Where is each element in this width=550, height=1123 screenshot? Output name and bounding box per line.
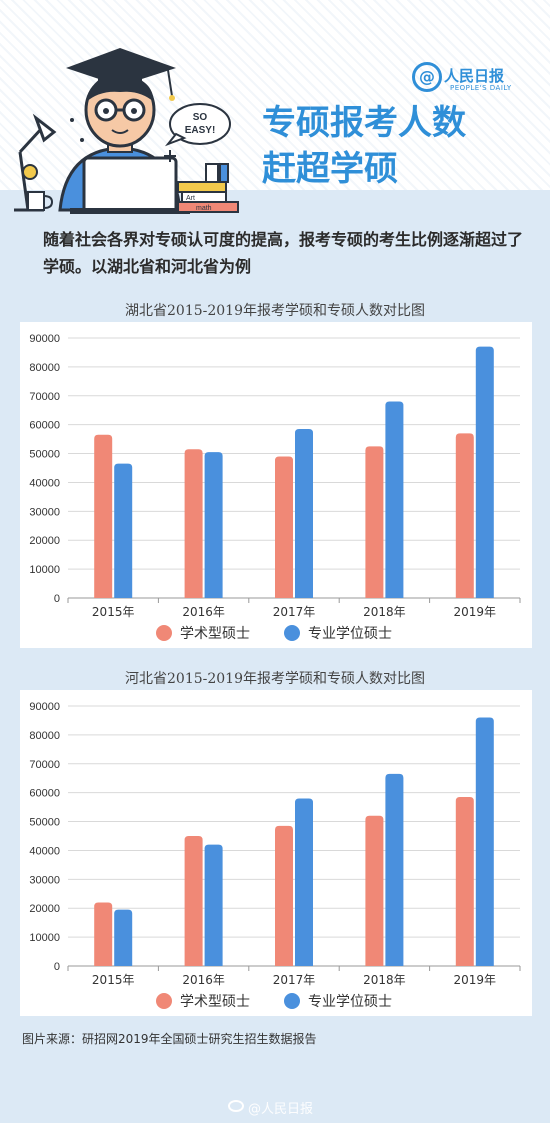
legend-marker-professional	[284, 625, 300, 641]
bar-chart-hebei: 0 10000 20000 30000 40000 50000 60000 70000 8000…	[29, 701, 521, 1010]
bar-academic	[94, 434, 113, 598]
legend-marker-academic	[156, 625, 172, 641]
y-tick-label: 50000	[29, 817, 60, 829]
brand-name: 人民日报	[444, 67, 505, 85]
y-tick-label: 0	[54, 961, 60, 973]
legend-label-academic: 学术型硕士	[180, 994, 250, 1010]
legend-label-professional: 专业学位硕士	[308, 626, 392, 642]
brand-logo: @ 人民日报 PEOPLE'S DAILY	[412, 62, 532, 98]
x-tick-label: 2017年	[273, 973, 316, 987]
x-tick-label: 2019年	[454, 605, 497, 619]
bar-professional	[475, 717, 494, 966]
y-tick-label: 60000	[29, 420, 60, 432]
page-title-line-2: 赶超学硕	[262, 149, 398, 189]
y-tick-label: 60000	[29, 788, 60, 800]
intro-text: 随着社会各界对专硕认可度的提高，报考专硕的考生比例逐渐超过了学硕。以湖北省和河北…	[43, 230, 524, 276]
bar-chart-hubei: 0 10000 20000 30000 40000 50000 60000 70000 8000…	[29, 333, 521, 642]
bar-academic	[455, 797, 474, 966]
bar-professional	[385, 401, 404, 598]
bar-professional	[385, 773, 404, 966]
bar-academic	[455, 433, 474, 598]
y-tick-label: 70000	[29, 391, 60, 403]
chart-panel-hubei: 0 10000 20000 30000 40000 50000 60000 70000 8000…	[20, 322, 532, 648]
book-label-math: math	[196, 205, 212, 212]
y-tick-label: 20000	[29, 903, 60, 915]
x-tick-label: 2019年	[454, 973, 497, 987]
y-tick-label: 0	[54, 593, 60, 605]
y-tick-label: 10000	[29, 932, 60, 944]
bar-professional	[114, 909, 133, 966]
book-label-art: Art	[186, 195, 195, 202]
x-tick-label: 2016年	[182, 973, 225, 987]
bubble-text-2: EASY!	[185, 125, 216, 136]
chart-title-hebei: 河北省2015-2019年报考学硕和专硕人数对比图	[125, 671, 425, 687]
weibo-icon	[228, 1100, 244, 1112]
y-tick-label: 90000	[29, 333, 60, 345]
x-tick-label: 2017年	[273, 605, 316, 619]
bar-academic	[275, 825, 293, 966]
x-tick-label: 2015年	[92, 605, 135, 619]
page-title: 专硕报考人数 赶超学硕	[262, 100, 466, 192]
bar-academic	[365, 815, 384, 966]
legend-marker-academic	[156, 993, 172, 1009]
y-tick-label: 10000	[29, 564, 60, 576]
legend-label-academic: 学术型硕士	[180, 626, 250, 642]
bubble-text-1: SO	[193, 112, 208, 123]
bar-academic	[94, 902, 113, 966]
bar-professional	[204, 452, 223, 598]
bar-academic	[184, 449, 203, 598]
y-tick-label: 80000	[29, 362, 60, 374]
watermark: @人民日报	[248, 1102, 314, 1117]
legend-label-professional: 专业学位硕士	[308, 994, 392, 1010]
brand-subtitle: PEOPLE'S DAILY	[450, 84, 512, 92]
x-tick-label: 2018年	[363, 973, 406, 987]
source-note: 图片来源：研招网2019年全国硕士研究生招生数据报告	[22, 1032, 317, 1046]
bar-professional	[114, 463, 133, 598]
y-tick-label: 40000	[29, 845, 60, 857]
y-tick-label: 80000	[29, 730, 60, 742]
student-illustration-icon: SO EASY! Art math	[14, 48, 239, 214]
x-tick-label: 2015年	[92, 973, 135, 987]
bar-academic	[365, 446, 384, 598]
x-tick-label: 2016年	[182, 605, 225, 619]
bar-academic	[184, 836, 203, 966]
bar-professional	[204, 844, 223, 966]
y-tick-label: 50000	[29, 449, 60, 461]
y-tick-label: 40000	[29, 477, 60, 489]
bar-academic	[275, 456, 293, 598]
bar-professional	[475, 346, 494, 598]
x-tick-label: 2018年	[363, 605, 406, 619]
chart-title-hubei: 湖北省2015-2019年报考学硕和专硕人数对比图	[125, 303, 425, 319]
chart-panel-hebei: 0 10000 20000 30000 40000 50000 60000 70000 8000…	[20, 690, 532, 1016]
bar-professional	[295, 429, 313, 598]
brand-at-icon: @	[412, 62, 442, 92]
header-banner: SO EASY! Art math @ 人民日报 PEOPLE'S DAILY …	[0, 0, 550, 214]
bar-professional	[295, 798, 313, 966]
legend-marker-professional	[284, 993, 300, 1009]
y-tick-label: 70000	[29, 759, 60, 771]
page-title-line-1: 专硕报考人数	[262, 103, 466, 143]
y-tick-label: 30000	[29, 506, 60, 518]
y-tick-label: 90000	[29, 701, 60, 713]
y-tick-label: 30000	[29, 874, 60, 886]
y-tick-label: 20000	[29, 535, 60, 547]
